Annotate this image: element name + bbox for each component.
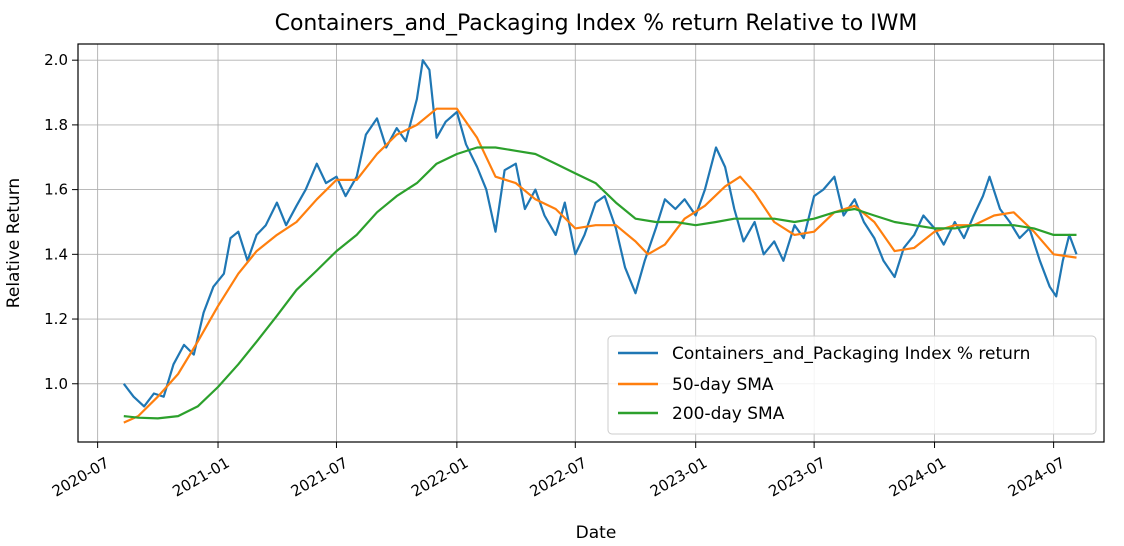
x-tick-label: 2023-07 [765,454,828,501]
x-tick-label: 2022-07 [527,454,590,501]
x-tick-label: 2021-01 [169,454,232,501]
y-axis-label: Relative Return [4,178,24,308]
legend-label-200-day-sma: 200-day SMA [672,404,785,424]
legend-label-50-day-sma: 50-day SMA [672,375,774,395]
legend-label-index-return: Containers_and_Packaging Index % return [672,344,1030,364]
y-axis-ticks: 1.0 1.2 1.4 1.6 1.8 2.0 [44,51,78,393]
chart-title: Containers_and_Packaging Index % return … [275,11,918,36]
x-axis-ticks: 2020-07 2021-01 2021-07 2022-01 2022-07 2023-… [49,442,1068,501]
x-tick-label: 2022-01 [408,454,471,501]
series-lines [122,59,1078,424]
plot-area-frame [77,43,1105,443]
series-line-index-return [122,59,1078,408]
x-tick-label: 2024-07 [1005,454,1068,501]
y-tick-label: 1.0 [44,375,68,393]
x-tick-label: 2024-01 [886,454,949,501]
legend-box [607,335,1097,435]
x-tick-label: 2023-01 [647,454,710,501]
y-tick-label: 1.8 [44,116,68,134]
series-line-50-day-sma [123,107,1077,424]
x-tick-label: 2020-07 [49,454,112,501]
series-line-200-day-sma [123,146,1077,420]
y-tick-label: 1.2 [44,310,68,328]
y-tick-label: 1.4 [44,245,68,263]
x-tick-label: 2021-07 [288,454,351,501]
x-axis-label: Date [576,523,617,543]
y-tick-label: 1.6 [44,181,68,199]
y-tick-label: 2.0 [44,51,68,69]
legend: Containers_and_Packaging Index % return … [607,335,1097,435]
